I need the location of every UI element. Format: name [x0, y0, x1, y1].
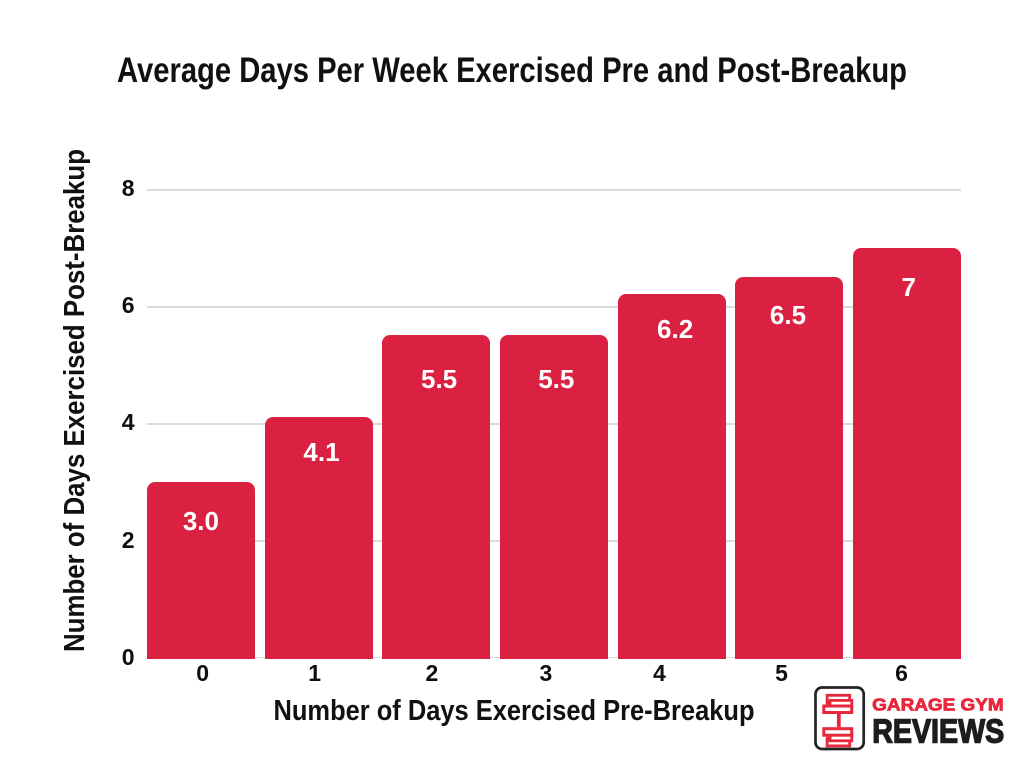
svg-text:Number of Days Exercised Post-: Number of Days Exercised Post-Breakup: [59, 149, 91, 652]
svg-text:Number of Days Exercised Pre-B: Number of Days Exercised Pre-Breakup: [274, 695, 755, 727]
svg-text:GARAGE GYM: GARAGE GYM: [872, 695, 1004, 715]
svg-text:Average Days Per Week Exercise: Average Days Per Week Exercised Pre and …: [117, 50, 907, 90]
svg-text:REVIEWS: REVIEWS: [872, 712, 1004, 749]
